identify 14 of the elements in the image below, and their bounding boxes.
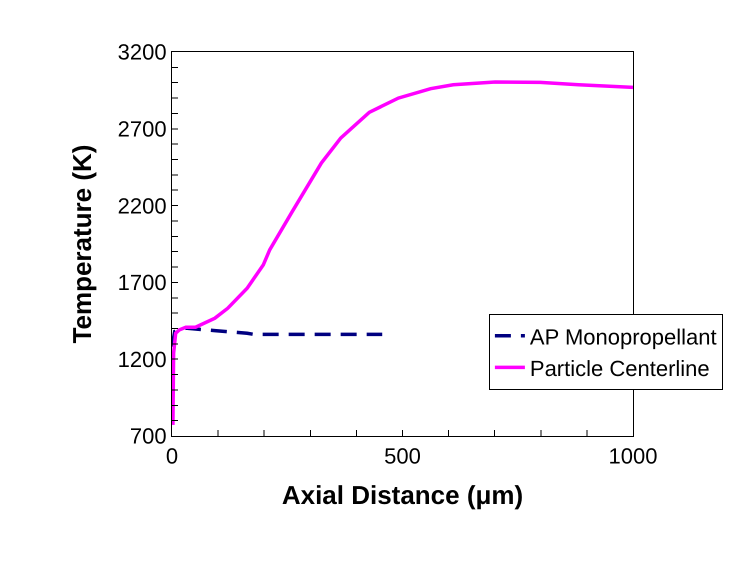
x-axis-title: Axial Distance (μm) (282, 480, 524, 510)
y-tick-label: 1700 (118, 270, 167, 296)
legend-label: AP Monopropellant (530, 324, 717, 350)
y-tick-label: 2700 (118, 116, 167, 142)
x-tick-label: 0 (166, 443, 178, 468)
legend-label: Particle Centerline (530, 356, 710, 381)
y-axis-title: Temperature (K) (67, 144, 98, 344)
y-tick-label: 1200 (118, 346, 167, 372)
y-tick-label: 700 (130, 424, 167, 449)
x-tick-label: 500 (384, 443, 421, 468)
y-tick-label: 2200 (118, 193, 167, 218)
line-series (172, 326, 384, 348)
x-tick-label: 1000 (608, 443, 658, 468)
y-tick-label: 3200 (118, 40, 167, 65)
